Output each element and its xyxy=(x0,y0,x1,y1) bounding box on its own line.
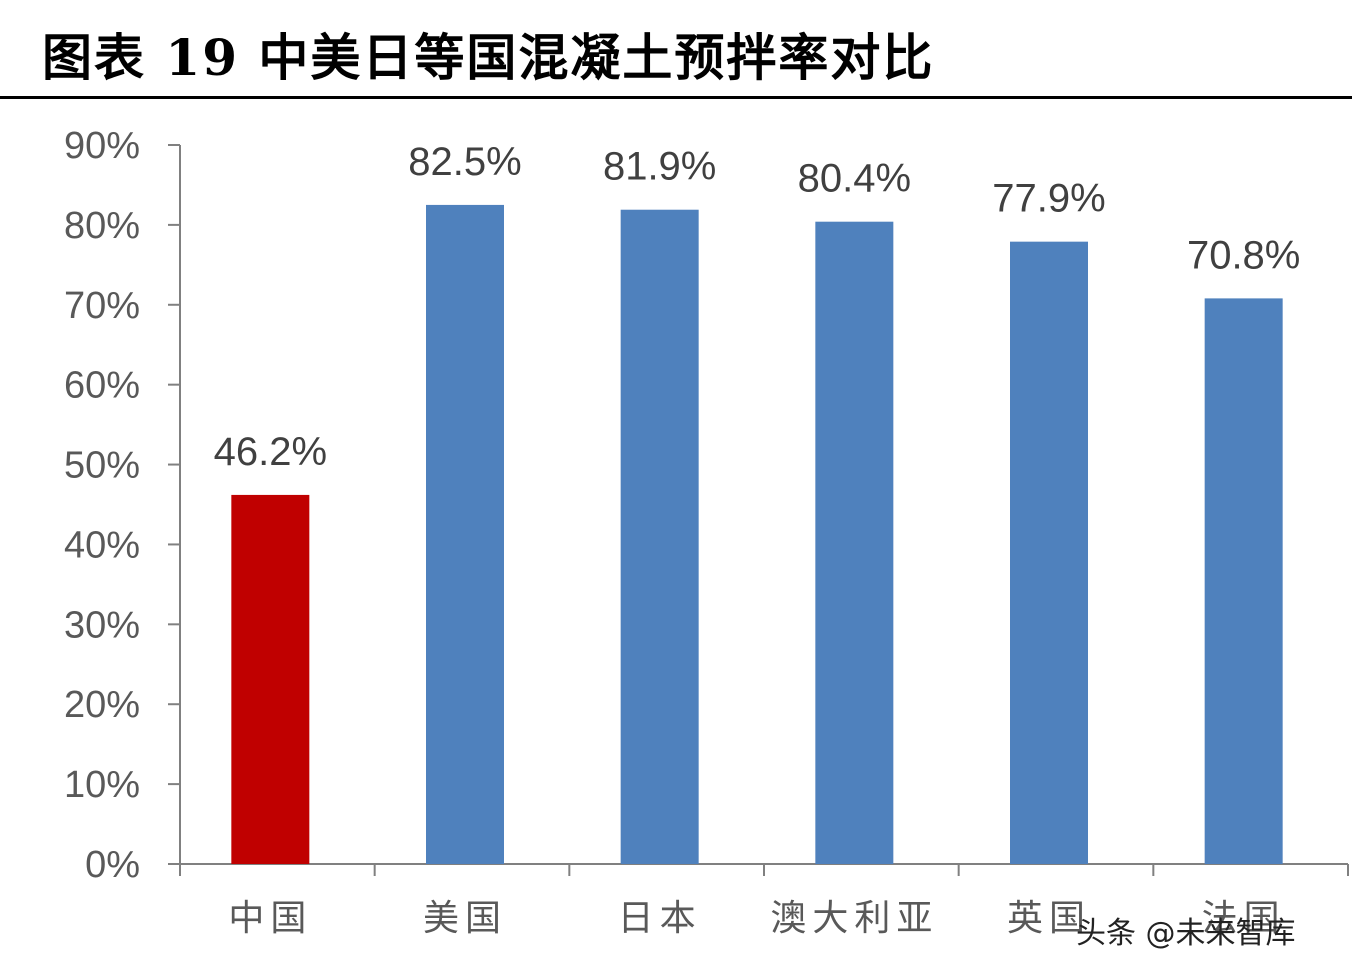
bar-5 xyxy=(1204,298,1283,864)
category-label: 日本 xyxy=(618,898,702,939)
data-label: 80.4% xyxy=(798,157,911,201)
watermark-text: 头条 @未来智库 xyxy=(1076,916,1296,951)
bar-4 xyxy=(1010,241,1088,865)
y-tick-label: 0% xyxy=(85,844,140,886)
data-label: 81.9% xyxy=(603,145,716,189)
y-tick-label: 10% xyxy=(64,764,140,806)
data-label: 82.5% xyxy=(408,140,521,184)
y-tick-label: 90% xyxy=(64,125,140,167)
bar-0 xyxy=(231,494,310,864)
chart-axes: 0% 10% 20% 30% 40% 50% 60% 70% 80% 90% xyxy=(64,125,1349,886)
category-label: 美国 xyxy=(423,898,507,939)
data-label: 46.2% xyxy=(214,430,327,474)
category-label: 中国 xyxy=(228,898,312,939)
figure-title: 图表 19 中美日等国混凝土预拌率对比 xyxy=(42,28,935,87)
category-label: 澳大利亚 xyxy=(770,898,938,939)
y-tick-label: 70% xyxy=(64,285,140,327)
y-tick-label: 50% xyxy=(64,445,140,487)
category-label: 英国 xyxy=(1007,898,1091,939)
data-label: 77.9% xyxy=(992,177,1105,221)
bar-1 xyxy=(426,204,504,864)
chart-labels: 46.2% 中国 82.5% 美国 81.9% 日本 80.4% 澳大利亚 77.9% 英国 70.… xyxy=(214,140,1301,939)
bar-2 xyxy=(620,209,699,864)
data-label: 70.8% xyxy=(1187,233,1300,277)
y-tick-label: 30% xyxy=(64,604,140,646)
chart-bars xyxy=(231,204,1283,865)
category-label: 法国 xyxy=(1202,898,1286,939)
y-tick-label: 60% xyxy=(64,365,140,407)
y-tick-label: 40% xyxy=(64,524,140,566)
title-rule xyxy=(0,96,1352,99)
bar-3 xyxy=(815,221,894,864)
y-tick-label: 80% xyxy=(64,205,140,247)
y-tick-label: 20% xyxy=(64,684,140,726)
